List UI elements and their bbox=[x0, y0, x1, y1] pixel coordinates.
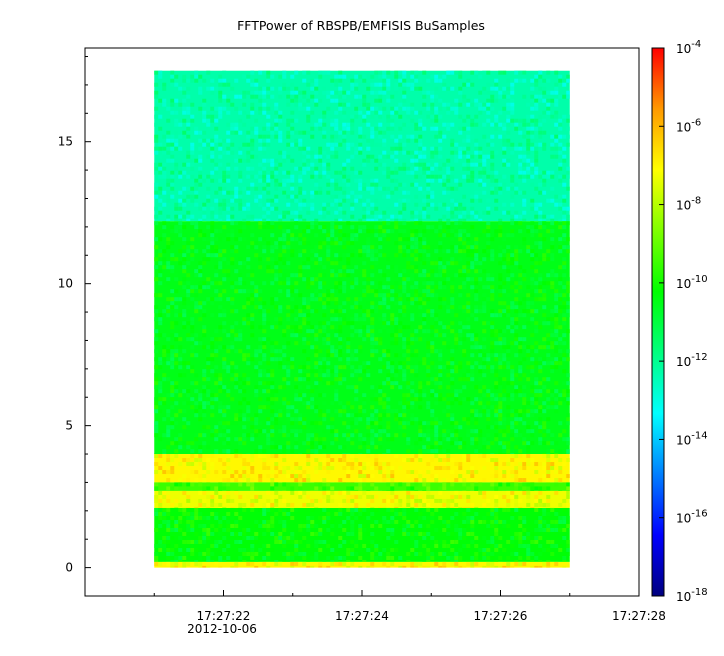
colorbar-tick-label: 10-10 bbox=[676, 274, 708, 291]
colorbar: 10-4 10-6 10-8 10-10 10-12 10-14 10-16 10-18 bbox=[651, 39, 708, 604]
heatmap-band bbox=[154, 454, 570, 483]
heatmap-band bbox=[154, 221, 570, 455]
spectrogram-heatmap bbox=[154, 70, 570, 568]
x-tick-label: 17:27:24 bbox=[335, 609, 389, 623]
colorbar-ticks: 10-4 10-6 10-8 10-10 10-12 10-14 10-16 10-18 bbox=[659, 39, 708, 604]
colorbar-tick-label: 10-12 bbox=[676, 352, 708, 369]
heatmap-band bbox=[154, 561, 570, 568]
heatmap-band bbox=[154, 70, 570, 222]
colorbar-tick-label: 10-8 bbox=[676, 196, 701, 213]
x-tick-label: 17:27:22 bbox=[197, 609, 251, 623]
colorbar-gradient bbox=[651, 47, 665, 597]
colorbar-tick-label: 10-6 bbox=[676, 117, 701, 134]
x-tick-label: 17:27:26 bbox=[474, 609, 528, 623]
colorbar-tick-label: 10-16 bbox=[676, 509, 708, 526]
y-tick-label: 15 bbox=[58, 135, 73, 149]
heatmap-band bbox=[154, 507, 570, 562]
y-axis: 0 5 10 15 bbox=[58, 56, 91, 575]
colorbar-tick-label: 10-14 bbox=[676, 430, 708, 447]
x-tick-label: 17:27:28 bbox=[612, 609, 666, 623]
y-tick-label: 10 bbox=[58, 277, 73, 291]
heatmap-band bbox=[154, 490, 570, 508]
colorbar-tick-label: 10-18 bbox=[676, 587, 708, 604]
heatmap-band bbox=[154, 482, 570, 491]
x-axis: 2012-10-06 17:27:22 17:27:24 17:27:26 17:27… bbox=[153, 590, 666, 636]
y-tick-label: 5 bbox=[65, 419, 73, 433]
chart-title: FFTPower of RBSPB/EMFISIS BuSamples bbox=[237, 18, 485, 33]
colorbar-tick-label: 10-4 bbox=[676, 39, 701, 56]
y-tick-label: 0 bbox=[65, 561, 73, 575]
x-date-label: 2012-10-06 bbox=[187, 622, 257, 636]
